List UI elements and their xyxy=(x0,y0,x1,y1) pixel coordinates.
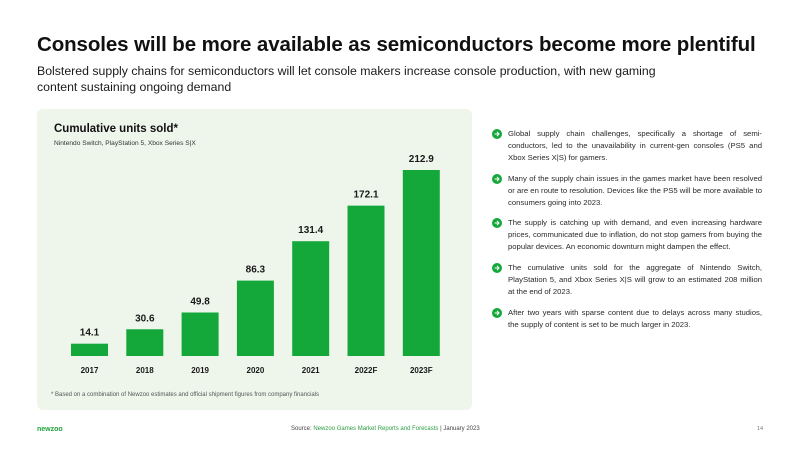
page-number: 14 xyxy=(757,426,764,432)
bar-2022F xyxy=(347,205,385,356)
bullet-text: The supply is catching up with demand, a… xyxy=(508,218,762,252)
bullet-item: Global supply chain challenges, specific… xyxy=(492,128,762,164)
bullet-text: Many of the supply chain issues in the g… xyxy=(508,173,762,207)
source-suffix: | January 2023 xyxy=(438,426,480,432)
data-label-2018: 30.6 xyxy=(135,313,155,324)
bullet-text: The cumulative units sold for the aggreg… xyxy=(508,263,762,296)
chart-subtitle: Nintendo Switch, PlayStation 5, Xbox Ser… xyxy=(54,140,196,147)
bar-2017 xyxy=(71,343,108,356)
data-label-2023F: 212.9 xyxy=(409,154,434,165)
source-line: Source: Newzoo Games Market Reports and … xyxy=(291,426,480,432)
bullet-item: Many of the supply chain issues in the g… xyxy=(492,173,762,209)
bullet-text: Global supply chain challenges, specific… xyxy=(508,129,762,162)
bar-2018 xyxy=(126,329,164,356)
data-label-2017: 14.1 xyxy=(80,328,100,339)
bullet-list: Global supply chain challenges, specific… xyxy=(492,128,762,340)
bar-2020 xyxy=(236,280,274,356)
data-label-2021: 131.4 xyxy=(298,225,323,236)
page-title: Consoles will be more available as semic… xyxy=(37,33,756,56)
newzoo-logo: newzoo xyxy=(37,426,63,433)
data-label-2020: 86.3 xyxy=(246,265,266,276)
chart-panel: Cumulative units sold* Nintendo Switch, … xyxy=(37,109,472,410)
source-prefix: Source: xyxy=(291,426,314,432)
page-subtitle: Bolstered supply chains for semiconducto… xyxy=(37,64,656,94)
chart-footnote: * Based on a combination of Newzoo estim… xyxy=(51,392,320,398)
bar-2021 xyxy=(292,241,330,356)
bullet-item: After two years with sparse content due … xyxy=(492,307,762,331)
data-label-2022F: 172.1 xyxy=(353,190,378,201)
bullet-item: The cumulative units sold for the aggreg… xyxy=(492,262,762,298)
arrow-right-circle-icon xyxy=(492,307,502,318)
x-tick-2021: 2021 xyxy=(302,366,320,375)
arrow-right-circle-icon xyxy=(492,263,502,274)
arrow-right-circle-icon xyxy=(492,173,502,184)
x-tick-2017: 2017 xyxy=(81,366,99,375)
arrow-right-circle-icon xyxy=(492,218,502,229)
data-label-2019: 49.8 xyxy=(190,296,210,307)
x-tick-2019: 2019 xyxy=(191,366,209,375)
x-tick-2018: 2018 xyxy=(136,366,154,375)
bullet-text: After two years with sparse content due … xyxy=(508,307,762,329)
bar-2023F xyxy=(402,170,440,356)
bullet-item: The supply is catching up with demand, a… xyxy=(492,217,762,253)
source-link[interactable]: Newzoo Games Market Reports and Forecast… xyxy=(313,426,439,432)
bar-2019 xyxy=(181,312,219,356)
bar-chart: 14.1 2017 30.6 2018 49.8 2019 86.3 2020 131.4 202… xyxy=(71,154,440,375)
x-tick-2023F: 2023F xyxy=(410,366,433,375)
chart-title: Cumulative units sold* xyxy=(54,123,178,135)
x-tick-2020: 2020 xyxy=(247,366,265,375)
arrow-right-circle-icon xyxy=(492,129,502,139)
x-tick-2022F: 2022F xyxy=(355,366,378,375)
